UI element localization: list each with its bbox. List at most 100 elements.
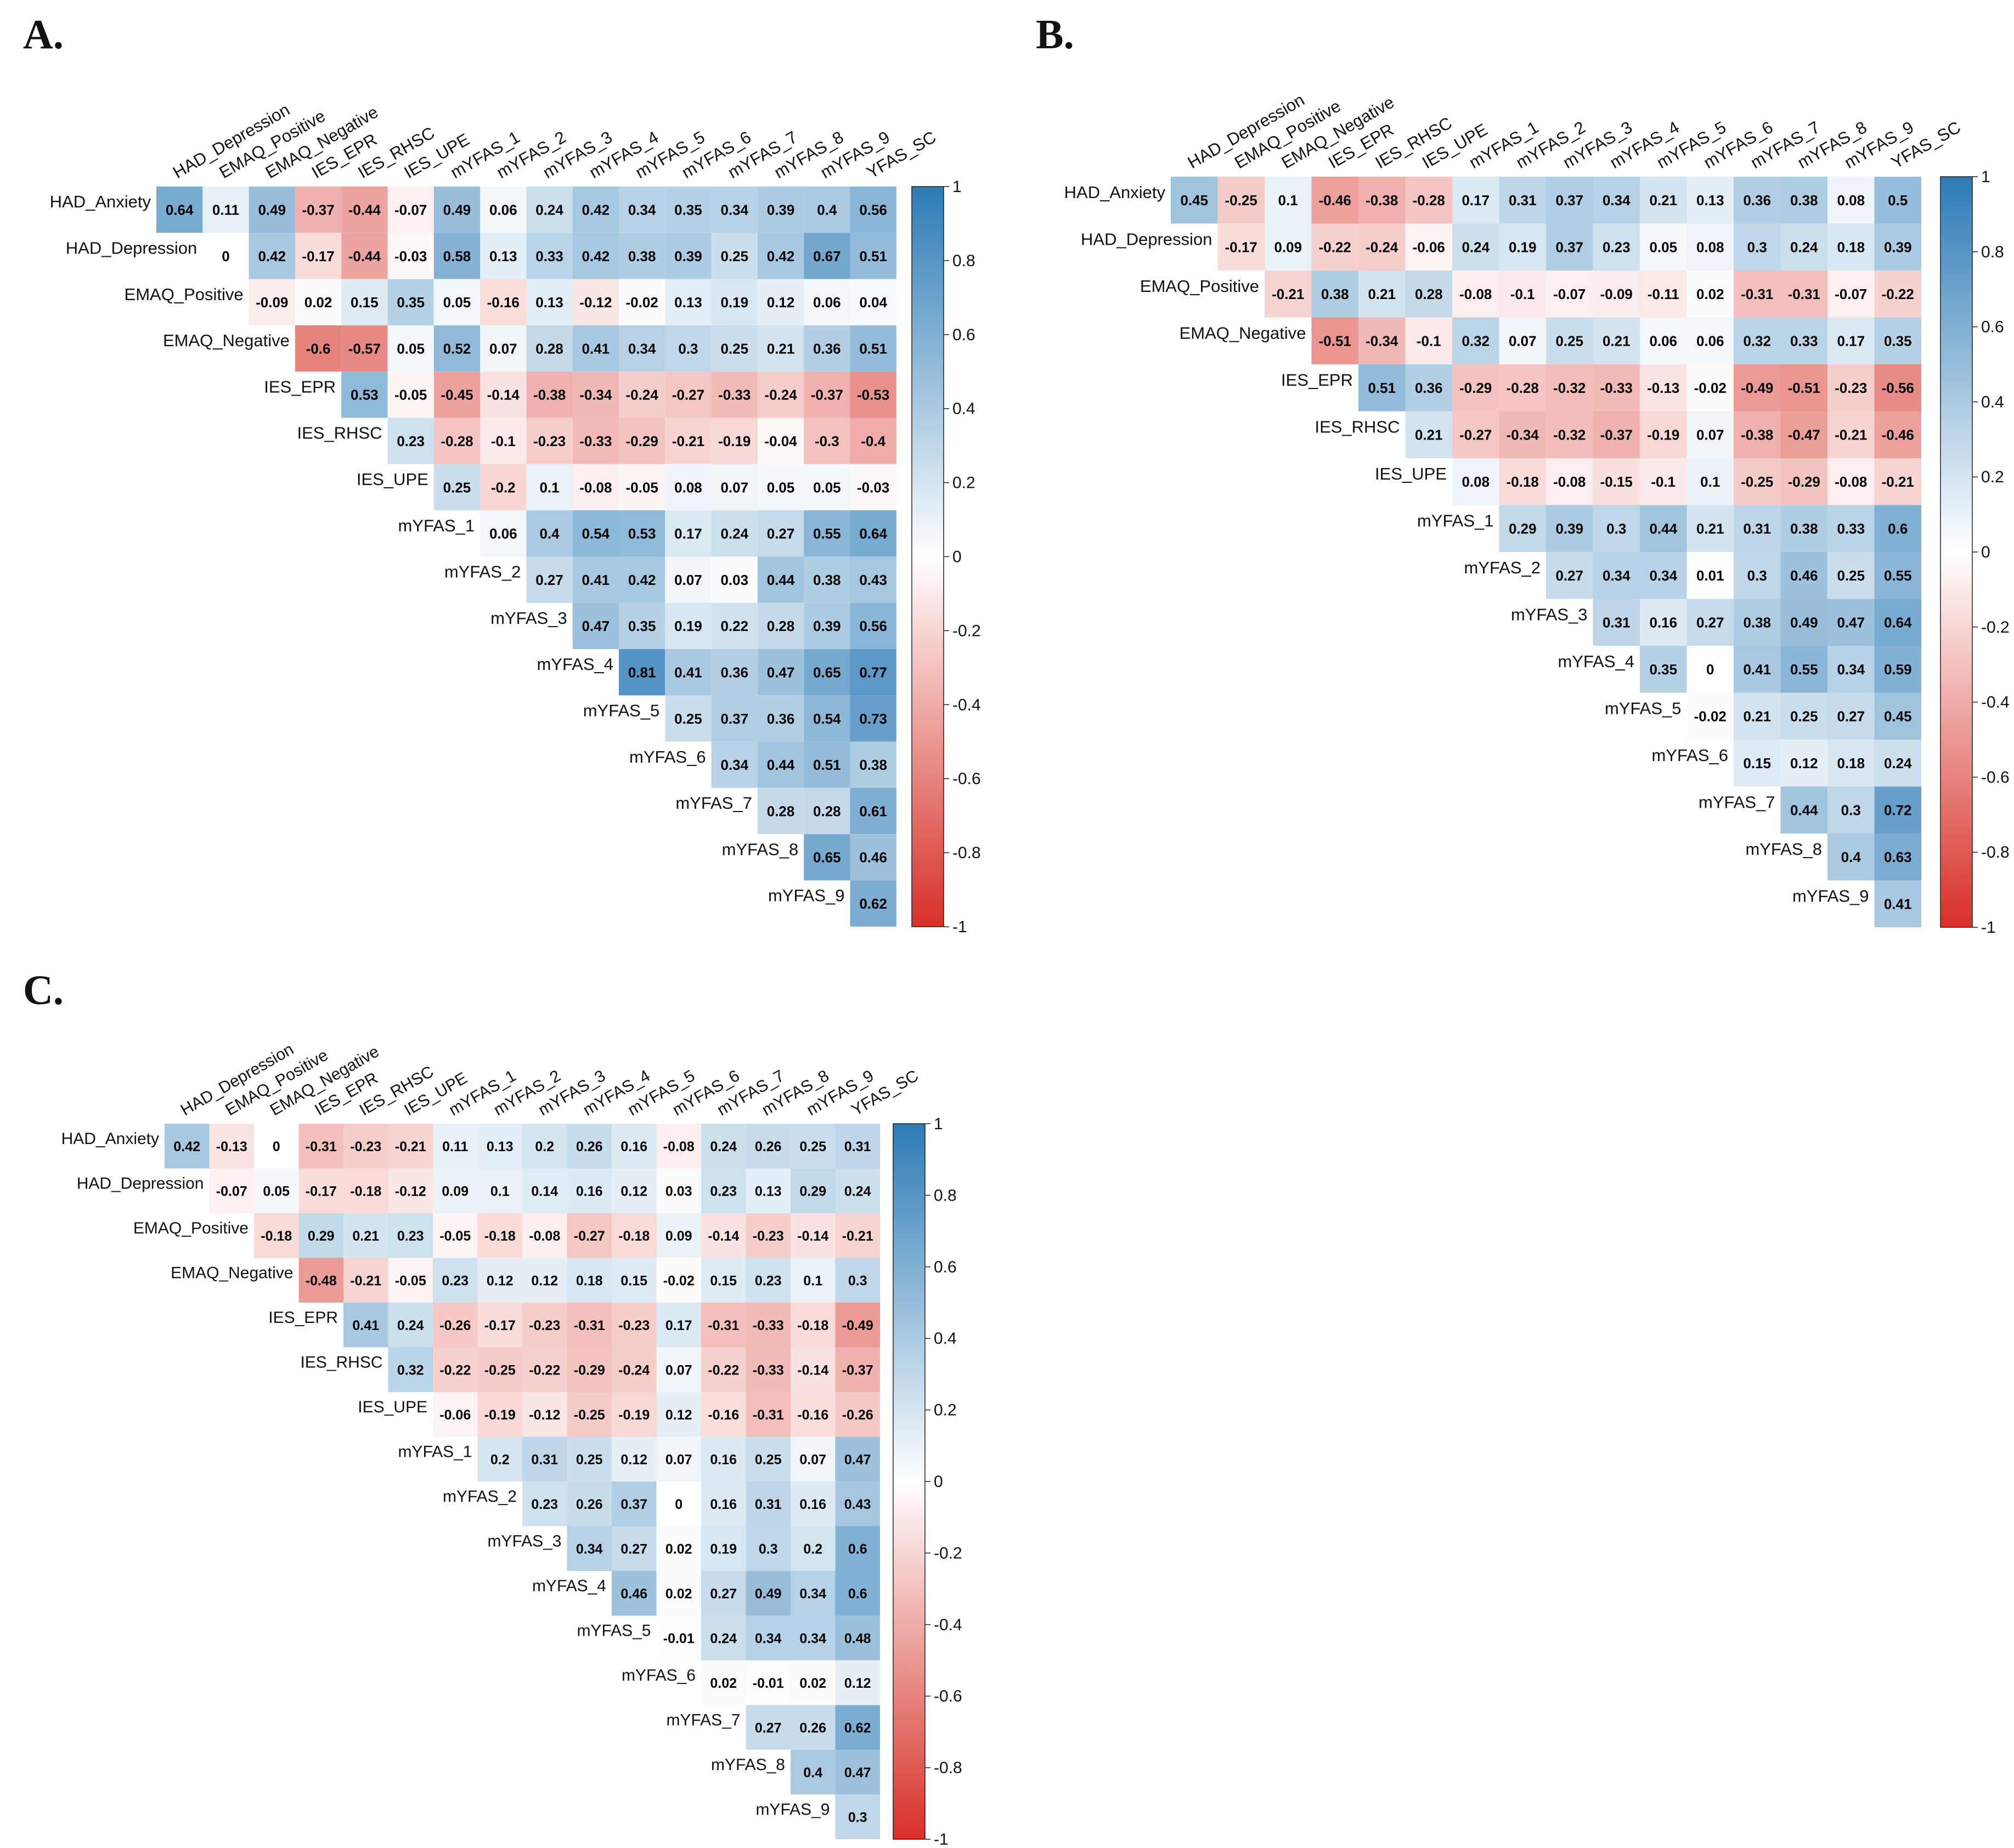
- heatmap-b-value-r3-c5: -0.1: [1417, 333, 1441, 350]
- heatmap-a-value-r4-c12: -0.33: [718, 387, 751, 403]
- heatmap-c-cell-r0-c5: [388, 1124, 433, 1169]
- heatmap-c-value-r2-c3: 0.29: [308, 1229, 335, 1244]
- heatmap-b-cell-r7-c8: [1546, 505, 1593, 552]
- heatmap-b-cell-r8-c13: [1780, 552, 1827, 599]
- heatmap-c-row-label: IES_RHSC: [300, 1353, 382, 1371]
- heatmap-a-value-r12-c12: 0.34: [720, 757, 748, 773]
- heatmap-a-cell-r10-c13: [757, 649, 804, 696]
- heatmap-b-value-r2-c15: -0.22: [1882, 286, 1914, 302]
- heatmap-c-value-r1-c15: 0.24: [844, 1184, 871, 1199]
- heatmap-a-cell-r4-c15: [850, 371, 896, 418]
- heatmap-b-value-r1-c9: 0.23: [1603, 239, 1631, 256]
- heatmap-a-value-r0-c0: 0.64: [166, 202, 194, 218]
- heatmap-a-cell-r8-c14: [804, 556, 850, 603]
- heatmap-b-cell-r6-c11: [1686, 458, 1734, 505]
- heatmap-a-cell-r9-c11: [665, 602, 712, 649]
- heatmap-a-cell-r7-c11: [665, 510, 712, 557]
- heatmap-a-cell-r2-c12: [711, 279, 758, 325]
- heatmap-b-value-r2-c6: -0.08: [1459, 286, 1492, 302]
- heatmap-b-value-r5-c5: 0.21: [1415, 427, 1443, 443]
- heatmap-a-row-label: mYFAS_5: [583, 701, 660, 720]
- heatmap-a-value-r0-c3: -0.37: [302, 202, 334, 218]
- heatmap-b-cell-r6-c15: [1874, 458, 1921, 505]
- heatmap-c-value-r5-c11: 0.07: [665, 1362, 692, 1378]
- heatmap-c-cell-r0-c8: [522, 1124, 567, 1169]
- heatmap-b-cell-r9-c14: [1827, 599, 1875, 646]
- heatmap-c-cell-r9-c15: [835, 1526, 880, 1571]
- heatmap-c-value-r3-c13: 0.23: [755, 1273, 782, 1288]
- heatmap-a-value-r7-c7: 0.06: [489, 526, 517, 542]
- heatmap-b-cell-r4-c13: [1780, 364, 1827, 412]
- heatmap-a-value-r10-c10: 0.81: [628, 664, 656, 681]
- heatmap-c-row-label: EMAQ_Negative: [171, 1264, 293, 1282]
- heatmap-a-value-r9-c15: 0.56: [859, 618, 887, 634]
- colorbar-b-tick-label: -0.8: [1981, 843, 2010, 861]
- heatmap-a-value-r3-c12: 0.25: [720, 340, 748, 357]
- heatmap-b-value-r2-c3: 0.38: [1321, 286, 1349, 302]
- heatmap-a-cell-r1-c3: [295, 233, 342, 279]
- heatmap-a-cell-r12-c13: [757, 741, 804, 788]
- heatmap-c-cell-r8-c8: [522, 1481, 567, 1526]
- heatmap-c-value-r8-c15: 0.43: [844, 1497, 871, 1512]
- heatmap-b-value-r9-c12: 0.38: [1743, 615, 1771, 631]
- heatmap-b-value-r8-c11: 0.01: [1696, 567, 1724, 584]
- heatmap-c-value-r3-c12: 0.15: [710, 1273, 737, 1288]
- heatmap-c-value-r3-c11: -0.02: [663, 1273, 695, 1288]
- heatmap-a-cell-r4-c9: [572, 371, 619, 418]
- heatmap-c-cell-r0-c0: [165, 1124, 210, 1169]
- heatmap-a-row-label: mYFAS_6: [629, 747, 706, 767]
- heatmap-c-cell-r10-c12: [701, 1571, 746, 1616]
- heatmap-a-value-r1-c8: 0.33: [535, 248, 563, 264]
- heatmap-a-value-r12-c15: 0.38: [859, 757, 887, 773]
- heatmap-b-cell-r13-c15: [1874, 786, 1921, 833]
- heatmap-c-value-r14-c14: 0.4: [803, 1765, 822, 1781]
- heatmap-a-cell-r2-c3: [295, 279, 342, 325]
- heatmap-a-cell-r3-c14: [804, 325, 850, 372]
- heatmap-b-value-r1-c8: 0.37: [1555, 239, 1583, 256]
- heatmap-c-value-r8-c12: 0.16: [710, 1497, 737, 1512]
- heatmap-a-row-label: IES_UPE: [357, 470, 428, 489]
- heatmap-b-value-r5-c7: -0.34: [1507, 427, 1539, 443]
- heatmap-b-cell-r5-c7: [1499, 411, 1546, 458]
- heatmap-c-value-r6-c14: -0.16: [797, 1407, 828, 1423]
- heatmap-b-cell-r0-c12: [1734, 177, 1781, 224]
- heatmap-a-cell-r3-c8: [526, 325, 573, 372]
- heatmap-a-value-r13-c13: 0.28: [767, 803, 795, 819]
- heatmap-b-cell-r4-c12: [1734, 364, 1781, 412]
- heatmap-a-cell-r6-c10: [619, 464, 665, 511]
- heatmap-c-cell-r1-c5: [388, 1168, 433, 1213]
- heatmap-b-cell-r5-c5: [1405, 411, 1452, 458]
- heatmap-a-value-r2-c6: 0.05: [443, 294, 471, 311]
- heatmap-c-value-r8-c8: 0.23: [531, 1497, 558, 1512]
- heatmap-c-cell-r3-c15: [835, 1258, 880, 1303]
- heatmap-c-cell-r0-c9: [567, 1124, 612, 1169]
- heatmap-c-value-r0-c3: -0.31: [306, 1139, 337, 1154]
- heatmap-b-value-r10-c10: 0.35: [1649, 661, 1677, 678]
- heatmap-b-value-r4-c15: -0.56: [1882, 380, 1914, 396]
- heatmap-b-cell-r3-c4: [1358, 317, 1406, 364]
- heatmap-a-value-r10-c11: 0.41: [674, 664, 702, 681]
- heatmap-b-value-r11-c14: 0.27: [1837, 708, 1865, 725]
- heatmap-c-value-r2-c10: -0.18: [618, 1229, 650, 1244]
- heatmap-b-value-r2-c10: -0.11: [1648, 286, 1679, 302]
- heatmap-a-value-r1-c15: 0.51: [859, 248, 887, 264]
- heatmap-b-value-r0-c1: -0.25: [1225, 192, 1257, 209]
- heatmap-a-value-r5-c12: -0.19: [718, 433, 751, 449]
- heatmap-c-value-r6-c10: -0.19: [618, 1407, 650, 1423]
- heatmap-b-value-r3-c6: 0.32: [1462, 333, 1490, 350]
- heatmap-a-cell-r5-c11: [665, 418, 712, 464]
- heatmap-b-row-label: IES_UPE: [1375, 464, 1447, 483]
- heatmap-b-value-r11-c13: 0.25: [1790, 708, 1818, 725]
- heatmap-panel-a: 0.64 0.11 0.49 -0.37 -0.44 -0.07 0.49 0.06 0.24 0…: [50, 100, 981, 936]
- heatmap-b-cell-r2-c2: [1265, 271, 1312, 318]
- heatmap-b-value-r0-c11: 0.13: [1696, 192, 1724, 209]
- heatmap-c-cell-r5-c7: [477, 1347, 522, 1392]
- heatmap-b-value-r1-c1: -0.17: [1225, 239, 1257, 256]
- heatmap-b-value-r6-c10: -0.1: [1651, 474, 1675, 490]
- heatmap-c-value-r9-c14: 0.2: [803, 1541, 822, 1557]
- heatmap-b-row-label: mYFAS_8: [1745, 840, 1822, 859]
- heatmap-c-cell-r2-c6: [433, 1213, 478, 1258]
- heatmap-a-value-r3-c7: 0.07: [489, 340, 517, 357]
- heatmap-b-cell-r2-c6: [1452, 271, 1499, 318]
- heatmap-b-value-r0-c15: 0.5: [1888, 192, 1908, 209]
